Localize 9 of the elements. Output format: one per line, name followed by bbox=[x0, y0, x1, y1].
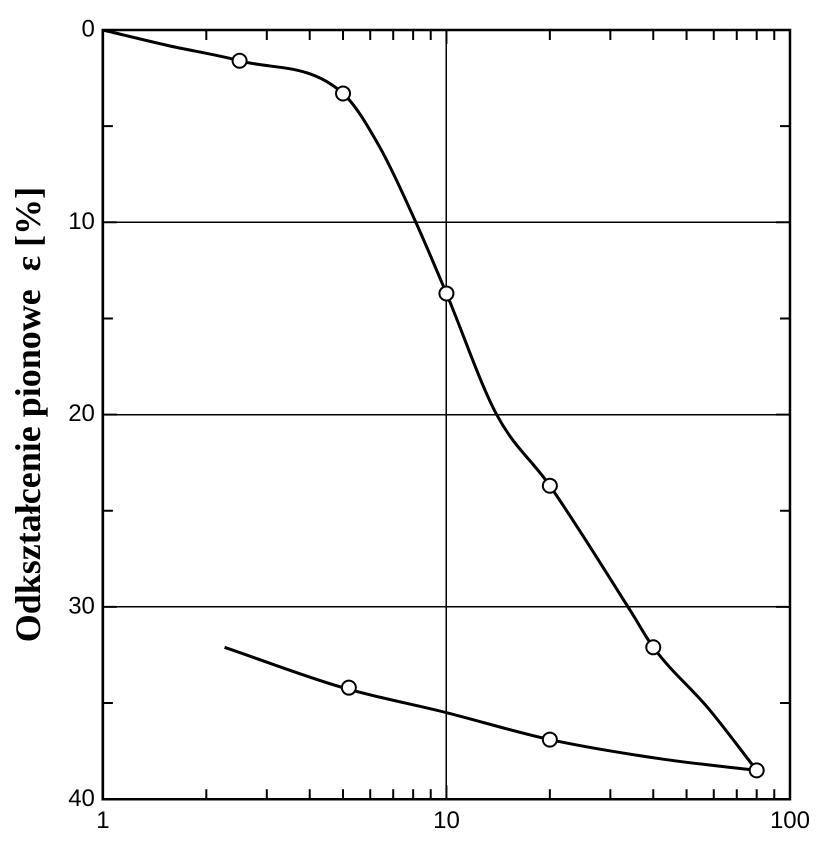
x-tick-label: 100 bbox=[770, 807, 810, 834]
x-tick-label: 10 bbox=[433, 807, 460, 834]
y-tick-label: 10 bbox=[68, 208, 95, 235]
y-tick-label: 30 bbox=[68, 592, 95, 620]
x-tick-label: 1 bbox=[96, 807, 110, 834]
y-tick-label: 20 bbox=[68, 400, 95, 428]
y-axis-title: Odkształcenie pionowe ε [%] bbox=[8, 186, 48, 642]
y-tick-label: 40 bbox=[68, 784, 95, 812]
y-tick-label: 0 bbox=[82, 16, 95, 43]
